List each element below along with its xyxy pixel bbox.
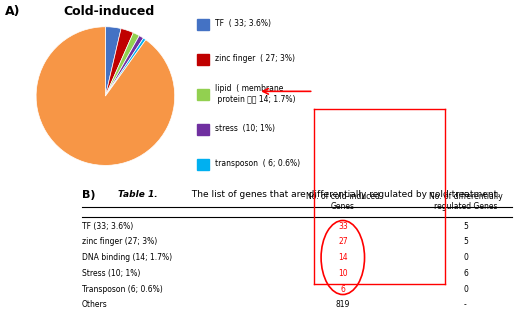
Text: 6: 6 — [340, 284, 345, 294]
Text: 5: 5 — [463, 221, 468, 231]
Text: 0: 0 — [463, 253, 468, 262]
Wedge shape — [105, 29, 133, 96]
Wedge shape — [105, 27, 121, 96]
Wedge shape — [105, 38, 146, 96]
Text: Stress (10; 1%): Stress (10; 1%) — [82, 269, 141, 278]
Text: 819: 819 — [336, 300, 350, 309]
Text: DNA binding (14; 1.7%): DNA binding (14; 1.7%) — [82, 253, 172, 262]
Text: stress  (10; 1%): stress (10; 1%) — [215, 124, 275, 133]
Text: 6: 6 — [463, 269, 468, 278]
Text: 14: 14 — [338, 253, 348, 262]
Bar — [197, 89, 209, 100]
Text: -: - — [464, 300, 467, 309]
Text: 33: 33 — [338, 221, 348, 231]
Text: 5: 5 — [463, 237, 468, 246]
Bar — [197, 124, 209, 135]
Text: zinc finger  ( 27; 3%): zinc finger ( 27; 3%) — [215, 54, 295, 63]
Bar — [197, 159, 209, 170]
Text: 10: 10 — [338, 269, 348, 278]
Text: Transposon (6; 0.6%): Transposon (6; 0.6%) — [82, 284, 163, 294]
Text: 27: 27 — [338, 237, 348, 246]
Text: No. of differentially
regulated Genes: No. of differentially regulated Genes — [428, 192, 502, 211]
Text: transposon  ( 6; 0.6%): transposon ( 6; 0.6%) — [215, 159, 300, 168]
Text: 0: 0 — [463, 284, 468, 294]
Text: Cold-induced: Cold-induced — [63, 5, 154, 18]
Text: TF  ( 33; 3.6%): TF ( 33; 3.6%) — [215, 19, 271, 28]
Wedge shape — [36, 27, 174, 165]
Text: lipid  ( membrane
 protein 포함 14; 1.7%): lipid ( membrane protein 포함 14; 1.7%) — [215, 84, 296, 104]
Text: The list of genes that are differentially regulated by cold treatment.: The list of genes that are differentiall… — [190, 190, 501, 199]
Bar — [197, 19, 209, 30]
Text: B): B) — [82, 190, 95, 200]
Text: zinc finger (27; 3%): zinc finger (27; 3%) — [82, 237, 158, 246]
Text: TF (33; 3.6%): TF (33; 3.6%) — [82, 221, 133, 231]
Bar — [197, 54, 209, 65]
Wedge shape — [105, 33, 139, 96]
Text: Others: Others — [82, 300, 108, 309]
Text: No. of cold-induced
Genes: No. of cold-induced Genes — [306, 192, 380, 211]
Wedge shape — [105, 36, 143, 96]
Text: Table 1.: Table 1. — [118, 190, 158, 199]
Text: A): A) — [5, 5, 21, 18]
